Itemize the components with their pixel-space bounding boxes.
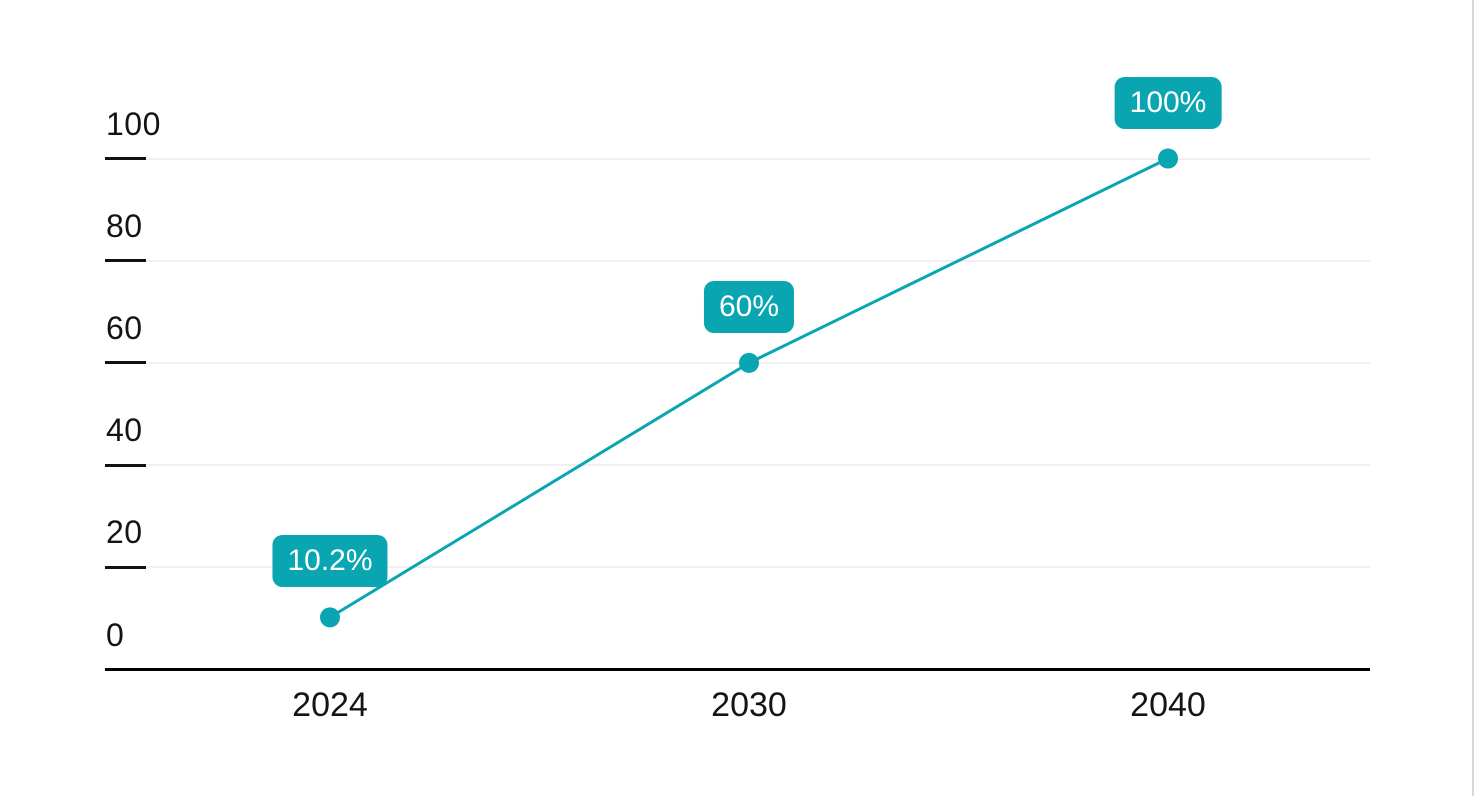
y-axis-tick-label: 100 — [106, 105, 161, 142]
y-axis-tick-label: 80 — [106, 207, 143, 244]
gridline — [146, 157, 1370, 160]
gridline — [146, 259, 1370, 262]
y-axis-tick — [105, 157, 146, 160]
gridline — [146, 566, 1370, 569]
y-axis-tick-label: 0 — [106, 616, 125, 653]
data-point-label: 100% — [1114, 76, 1222, 129]
y-axis-tick-label: 40 — [106, 412, 143, 449]
series-line — [329, 157, 1169, 619]
y-axis-tick — [105, 361, 146, 365]
data-point-label: 10.2% — [272, 535, 388, 588]
data-point-label: 60% — [703, 280, 795, 333]
x-axis-tick-label: 2040 — [1130, 686, 1206, 724]
y-axis-tick-label: 60 — [106, 309, 143, 346]
screen-edge-line — [1472, 0, 1474, 796]
y-axis-tick — [105, 259, 146, 263]
y-axis-tick-label: 20 — [106, 514, 143, 551]
x-axis-tick-label: 2030 — [711, 686, 787, 724]
y-axis-tick — [105, 463, 146, 467]
data-point[interactable] — [320, 607, 340, 628]
x-axis-line — [105, 668, 1370, 671]
data-point[interactable] — [739, 352, 759, 373]
y-axis-tick — [105, 565, 146, 569]
x-axis-tick-label: 2024 — [292, 686, 368, 724]
data-point[interactable] — [1158, 148, 1178, 169]
gridline — [146, 464, 1370, 467]
